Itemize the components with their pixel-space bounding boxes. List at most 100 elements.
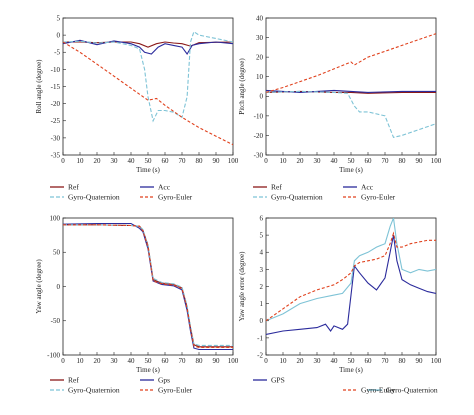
x-axis-label: Time (s)	[136, 366, 160, 374]
series-line	[266, 231, 436, 322]
series-line	[266, 218, 436, 322]
y-tick-label: -50	[51, 317, 61, 325]
y-axis-label: Yaw angle (degree)	[35, 259, 43, 314]
y-tick-label: 4	[260, 249, 264, 257]
x-tick-label: 10	[280, 357, 288, 365]
y-tick-label: -1	[257, 334, 263, 342]
x-tick-label: 70	[382, 357, 390, 365]
x-tick-label: 100	[431, 157, 442, 165]
x-tick-label: 80	[196, 357, 204, 365]
y-axis-label: Pitch angle (degree)	[238, 58, 246, 115]
y-tick-label: 50	[53, 249, 61, 257]
plot-frame	[265, 217, 437, 356]
x-tick-label: 0	[264, 157, 268, 165]
y-tick-label: -5	[54, 49, 60, 57]
x-tick-label: 40	[331, 357, 339, 365]
y-tick-label: 20	[256, 54, 264, 62]
x-tick-label: 40	[331, 157, 339, 165]
x-tick-label: 30	[111, 357, 119, 365]
y-tick-label: 1	[260, 300, 264, 308]
y-tick-label: -2	[257, 351, 263, 359]
y-tick-label: -25	[51, 117, 61, 125]
y-tick-label: 0	[260, 93, 264, 101]
y-axis-label: Roll angle (degree)	[35, 59, 43, 114]
x-tick-label: 10	[77, 357, 85, 365]
x-tick-label: 100	[228, 357, 239, 365]
legend: Ref Acc Gyro-Quaternion Gyro-Euler	[50, 183, 193, 202]
y-tick-label: -30	[254, 151, 264, 159]
chart-panel: 0 10 20 30 40 50 60 70 80 90 100403020100-10-20-30…	[238, 14, 442, 201]
x-tick-label: 20	[297, 357, 305, 365]
y-tick-label: 10	[256, 73, 264, 81]
x-tick-label: 60	[365, 357, 373, 365]
y-tick-label: 3	[260, 266, 264, 274]
legend-label: GPS	[271, 376, 285, 385]
x-tick-label: 0	[61, 157, 65, 165]
x-tick-label: 10	[280, 157, 288, 165]
legend-label: Acc	[158, 183, 171, 192]
plot-frame	[62, 17, 234, 156]
x-tick-label: 50	[145, 357, 153, 365]
x-tick-label: 90	[213, 157, 221, 165]
x-tick-label: 40	[128, 357, 136, 365]
y-tick-label: 40	[256, 14, 264, 22]
y-tick-label: -10	[51, 66, 61, 74]
y-tick-label: 100	[50, 214, 61, 222]
legend-label: Gyro-Quaternion	[68, 193, 120, 202]
x-axis-label: Time (s)	[136, 166, 160, 174]
plot-frame	[62, 217, 234, 356]
y-tick-label: -30	[51, 134, 61, 142]
series-line	[266, 89, 436, 93]
y-tick-label: 6	[260, 214, 264, 222]
legend-label: Gyro-Euler	[361, 386, 396, 395]
y-tick-label: -20	[254, 132, 264, 140]
chart-panel: 0 10 20 30 40 50 60 70 80 90 100 100 50 0 -50 -100 Time …	[35, 214, 239, 394]
plot-frame	[265, 17, 437, 156]
x-tick-label: 80	[196, 157, 204, 165]
y-tick-label: 2	[260, 283, 264, 291]
legend-label: Gyro-Euler	[158, 193, 193, 202]
series-line	[266, 90, 436, 94]
x-tick-label: 80	[399, 357, 407, 365]
legend-label: Gyro-Euler	[361, 193, 396, 202]
y-tick-label: -15	[51, 83, 61, 91]
y-tick-label: 5	[57, 14, 61, 22]
legend-label: Gyro-Quaternion	[68, 386, 120, 395]
series-line	[63, 224, 233, 348]
x-axis-label: Time (s)	[339, 366, 363, 374]
x-tick-label: 90	[416, 157, 424, 165]
legend: Ref Gps Gyro-Quaternion Gyro-Euler	[50, 376, 193, 395]
series-line	[266, 90, 436, 139]
x-tick-label: 100	[431, 357, 442, 365]
x-tick-label: 50	[348, 157, 356, 165]
legend-label: Gyro-Quaternion	[271, 193, 323, 202]
y-tick-label: -35	[51, 151, 61, 159]
x-tick-label: 30	[314, 357, 322, 365]
x-tick-label: 20	[94, 157, 102, 165]
x-tick-label: 100	[228, 157, 239, 165]
y-tick-label: 0	[260, 317, 264, 325]
x-tick-label: 70	[179, 357, 187, 365]
legend: Ref Acc Gyro-Quaternion Gyro-Euler	[253, 183, 396, 202]
x-tick-label: 0	[264, 357, 268, 365]
x-tick-label: 30	[111, 157, 119, 165]
y-tick-label: 0	[57, 283, 61, 291]
series-line	[266, 234, 436, 335]
x-tick-label: 20	[94, 357, 102, 365]
y-axis-label: Yaw angle error (degree)	[238, 251, 246, 322]
x-tick-label: 20	[297, 157, 305, 165]
legend-label: Ref	[271, 183, 282, 192]
chart-panel: 0 10 20 30 40 50 60 70 80 90 10050-5-10-15-20-25-3…	[35, 14, 239, 201]
series-line	[63, 222, 233, 351]
x-tick-label: 70	[179, 157, 187, 165]
y-tick-label: 30	[256, 34, 264, 42]
x-tick-label: 60	[162, 357, 170, 365]
series-line	[63, 224, 233, 349]
x-tick-label: 90	[213, 357, 221, 365]
x-axis-label: Time (s)	[339, 166, 363, 174]
legend-label: Ref	[68, 183, 79, 192]
x-tick-label: 40	[128, 157, 136, 165]
x-tick-label: 60	[162, 157, 170, 165]
y-tick-label: 5	[260, 232, 264, 240]
x-tick-label: 50	[348, 357, 356, 365]
